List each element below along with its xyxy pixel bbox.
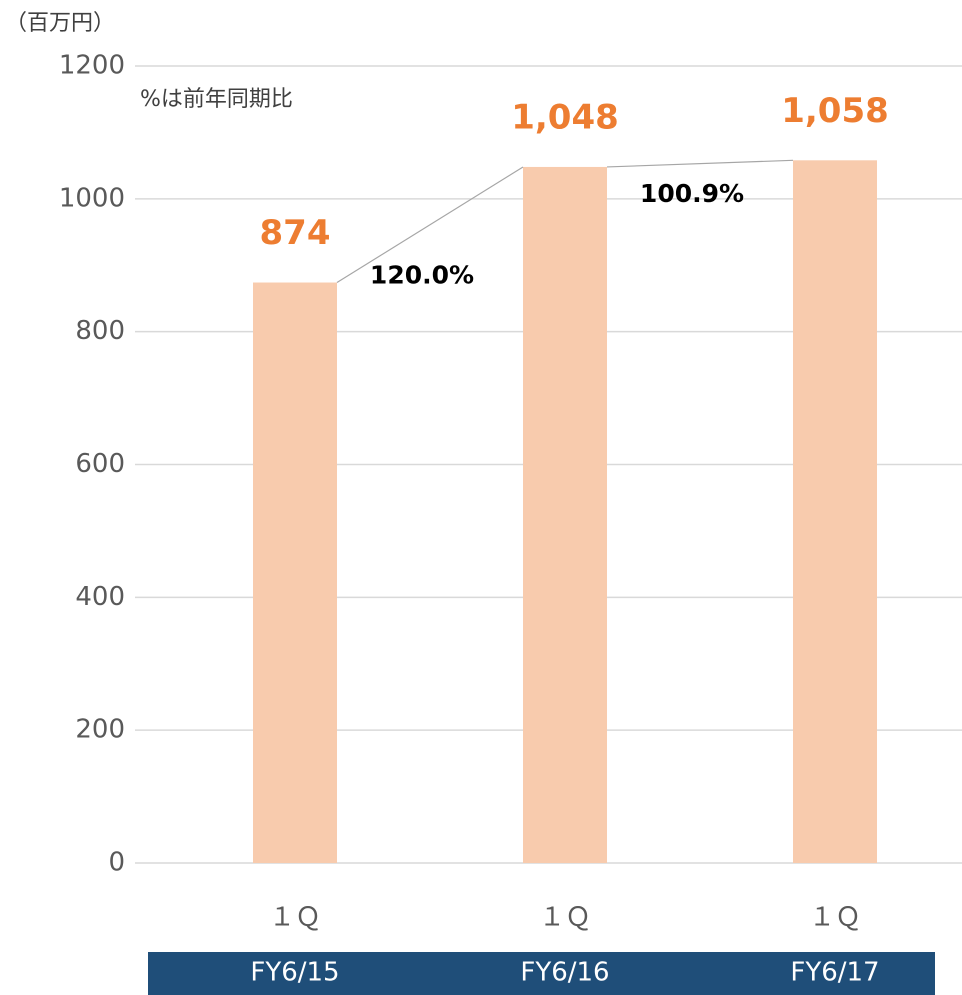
y-tick-label: 600 [75, 449, 125, 479]
group-label: FY6/16 [520, 958, 609, 988]
bar [793, 160, 877, 864]
connector-line [606, 159, 794, 168]
value-label: 1,058 [781, 91, 889, 131]
unit-label: （百万円） [5, 11, 115, 36]
note: %は前年同期比 [140, 87, 293, 112]
y-tick-label: 800 [75, 316, 125, 346]
bar [253, 282, 337, 864]
y-tick-label: 1200 [59, 51, 125, 81]
group-band [148, 952, 935, 995]
bar [523, 166, 607, 863]
growth-label: 100.9% [640, 179, 744, 208]
connector-line [336, 166, 524, 284]
value-label: 874 [260, 213, 331, 253]
y-tick-label: 1000 [59, 183, 125, 213]
x-tick-label: １Ｑ [539, 903, 591, 933]
group-label: FY6/17 [790, 958, 879, 988]
y-tick-label: 400 [75, 582, 125, 612]
y-tick-label: 0 [108, 848, 125, 878]
x-tick-label: １Ｑ [809, 903, 861, 933]
group-label: FY6/15 [250, 958, 339, 988]
y-tick-label: 200 [75, 715, 125, 745]
growth-label: 120.0% [370, 261, 474, 290]
x-tick-label: １Ｑ [269, 903, 321, 933]
value-label: 1,048 [511, 97, 619, 137]
